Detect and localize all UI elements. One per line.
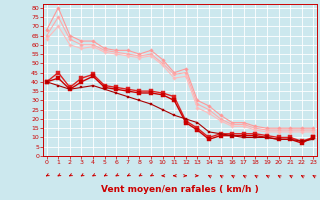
X-axis label: Vent moyen/en rafales ( km/h ): Vent moyen/en rafales ( km/h ) <box>101 185 259 194</box>
